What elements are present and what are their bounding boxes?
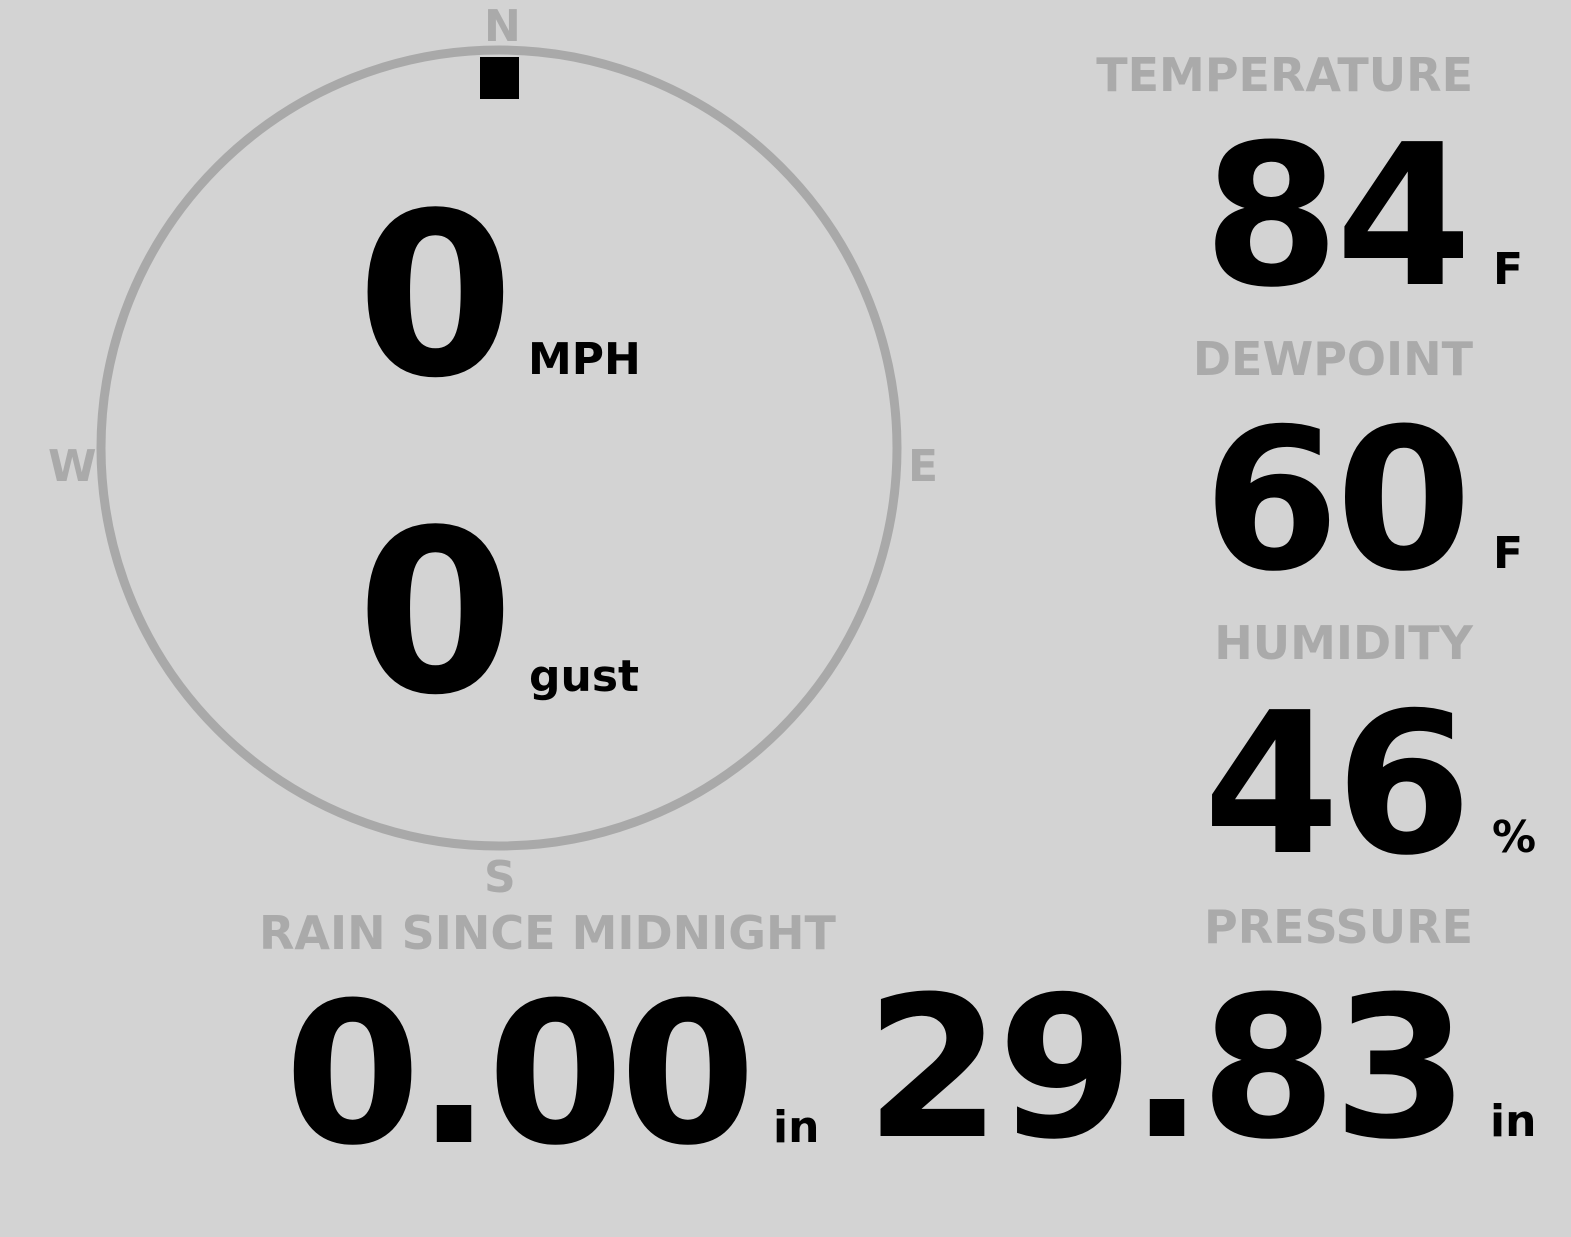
wind-gust-unit: gust: [529, 651, 640, 702]
humidity-unit: %: [1492, 812, 1537, 863]
pressure-unit: in: [1490, 1096, 1537, 1147]
compass-east: E: [908, 441, 939, 492]
temperature-unit: F: [1493, 244, 1524, 295]
rain-unit: in: [773, 1102, 820, 1153]
compass-west: W: [48, 441, 97, 492]
compass-south: S: [484, 852, 516, 903]
wind-dial-ring: [96, 45, 902, 851]
compass-north: N: [484, 1, 521, 52]
pressure-label: PRESSURE: [1204, 900, 1473, 954]
wind-speed-unit: MPH: [528, 334, 641, 385]
dewpoint-label: DEWPOINT: [1192, 332, 1473, 386]
humidity-label: HUMIDITY: [1214, 616, 1473, 670]
humidity-value: 46: [1203, 671, 1472, 899]
rain-value: 0.00: [284, 961, 756, 1189]
pressure-value: 29.83: [865, 955, 1469, 1183]
rain-label: RAIN SINCE MIDNIGHT: [259, 906, 836, 960]
wind-speed-value: 0: [356, 165, 514, 428]
wind-direction-marker: [480, 57, 519, 99]
temperature-label: TEMPERATURE: [1096, 48, 1473, 102]
wind-gust-value: 0: [356, 482, 514, 745]
dewpoint-unit: F: [1493, 528, 1524, 579]
dewpoint-value: 60: [1203, 387, 1472, 615]
temperature-value: 84: [1203, 103, 1472, 331]
